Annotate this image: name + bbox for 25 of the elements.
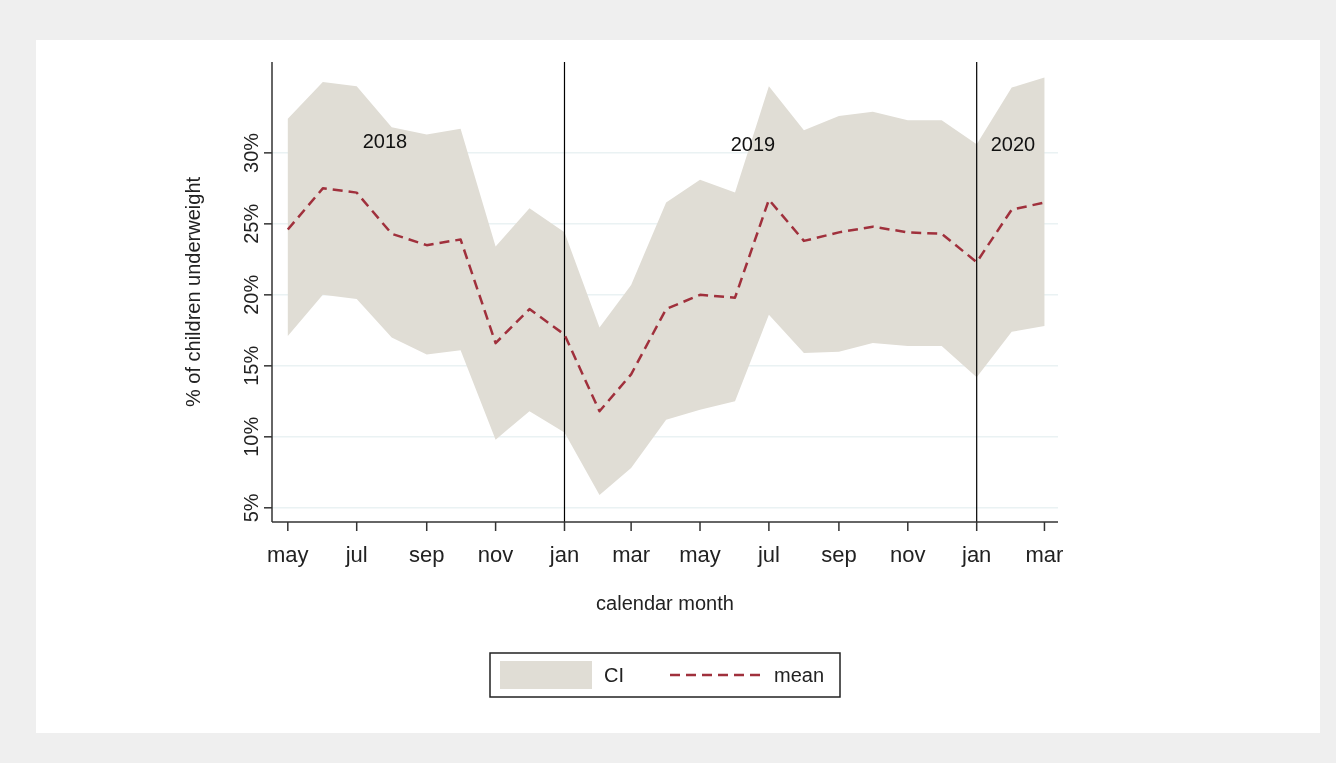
- y-tick-label: 20%: [240, 274, 262, 315]
- annotation: 2020: [990, 133, 1036, 156]
- y-tick-label: 30%: [240, 132, 262, 173]
- annotation: 2018: [362, 130, 408, 153]
- x-tick-label: jul: [344, 542, 368, 567]
- x-tick-label: sep: [408, 542, 445, 567]
- x-tick-label: jul: [756, 542, 780, 567]
- x-tick-label: nov: [890, 542, 926, 567]
- annotation: 2019: [730, 133, 776, 156]
- text: CI: [604, 664, 624, 686]
- y-tick-label: 10%: [240, 416, 262, 457]
- x-axis-title: calendar month: [596, 592, 734, 614]
- x-tick-label: may: [679, 542, 721, 567]
- x-tick-label: jan: [961, 542, 992, 567]
- y-tick-label: 5%: [240, 493, 262, 523]
- x-tick-label: mar: [612, 542, 651, 567]
- y-tick-label: 15%: [240, 345, 262, 386]
- legend-label: mean: [774, 664, 825, 686]
- x-tick-label: mar: [1025, 542, 1064, 567]
- x-tick-label: jan: [548, 542, 580, 567]
- y-axis-title: % of children underweight: [182, 176, 204, 408]
- x-tick-label: may: [267, 542, 309, 567]
- x-tick-label: sep: [821, 542, 857, 567]
- x-tick-label: nov: [477, 542, 514, 567]
- y-tick-label: 25%: [240, 203, 262, 244]
